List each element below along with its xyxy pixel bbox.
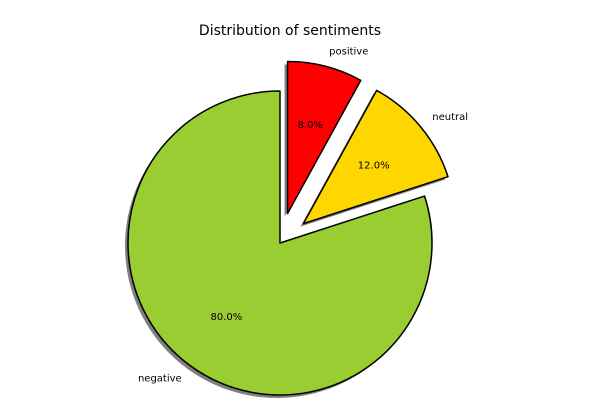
slice-label: negative <box>138 373 182 384</box>
wedge <box>302 89 449 225</box>
chart-title: Distribution of sentiments <box>199 23 381 39</box>
value-label: 80.0% <box>211 312 243 323</box>
value-label: 12.0% <box>358 160 390 171</box>
slice-label: neutral <box>432 112 468 123</box>
slice-label: positive <box>329 47 368 58</box>
wedge <box>286 60 362 215</box>
value-label: 8.0% <box>298 120 323 131</box>
wedge <box>127 90 433 396</box>
